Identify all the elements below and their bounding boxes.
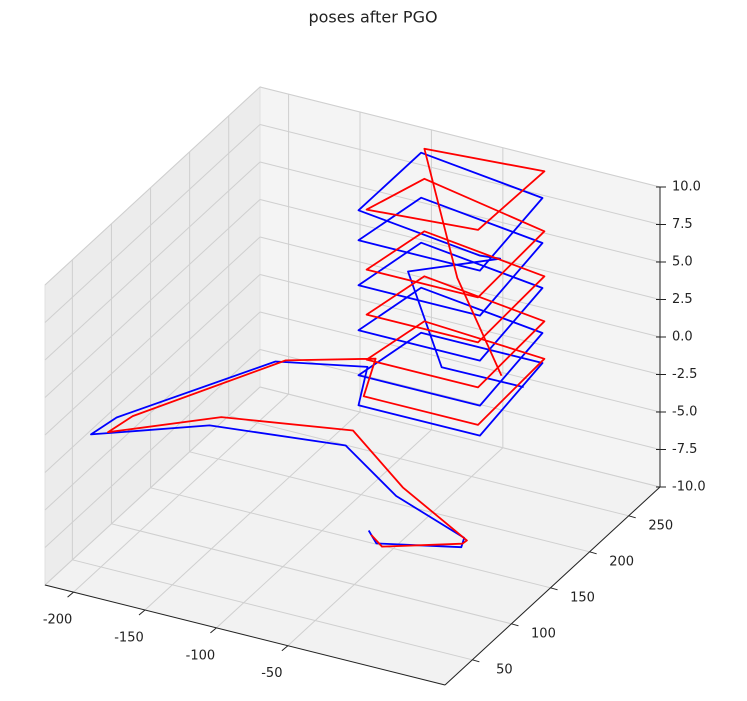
grid-line — [44, 199, 261, 398]
grid-line — [259, 86, 661, 188]
grid-line — [44, 124, 261, 323]
z-tick-label: -7.5 — [672, 442, 697, 457]
grid-line — [259, 386, 661, 488]
z-tick-label: 2.5 — [672, 292, 693, 307]
grid-line — [259, 311, 661, 413]
grid-line — [216, 429, 432, 629]
tick-mark — [472, 659, 480, 663]
grid-line — [150, 487, 551, 589]
y-tick-label: 50 — [496, 662, 513, 677]
y-tick-label: 150 — [570, 590, 595, 605]
y-tick-label: 200 — [609, 554, 634, 569]
z-tick-label: 10.0 — [672, 180, 701, 195]
grid-line — [44, 161, 261, 361]
tick-mark — [138, 609, 146, 616]
trajectory-line — [90, 151, 544, 549]
grid-line — [259, 199, 661, 300]
grid-line — [44, 311, 261, 511]
grid-line — [44, 86, 261, 286]
grid-line — [189, 451, 590, 553]
z-tick-label: -10.0 — [672, 480, 706, 495]
axis-line — [444, 486, 661, 686]
z-tick-label: -5.0 — [672, 405, 697, 420]
tick-mark — [210, 627, 217, 634]
tick-mark — [67, 591, 74, 598]
grid-line — [259, 274, 661, 375]
grid-line — [44, 236, 261, 436]
grid-line — [228, 415, 629, 517]
trajectory-line — [107, 147, 546, 548]
grid-line — [44, 274, 261, 473]
chart-title: poses after PGO — [308, 8, 437, 27]
grid-line — [111, 523, 512, 625]
grid-line — [259, 124, 661, 225]
tick-mark — [281, 645, 289, 652]
tick-mark — [628, 515, 636, 519]
grid-line — [44, 386, 261, 586]
tick-mark — [550, 587, 558, 591]
tick-mark — [511, 623, 519, 627]
grid-line — [144, 411, 361, 611]
z-tick-label: 7.5 — [672, 217, 693, 232]
grid-line — [259, 349, 661, 450]
axis-line — [44, 584, 446, 686]
x-tick-label: -200 — [43, 613, 73, 628]
y-tick-label: 100 — [531, 626, 556, 641]
z-tick-label: 5.0 — [672, 255, 693, 270]
grid-line — [73, 393, 289, 593]
x-tick-label: -50 — [261, 666, 282, 681]
y-tick-label: 250 — [648, 518, 673, 533]
grid-line — [259, 236, 661, 338]
z-tick-label: 0.0 — [672, 330, 693, 345]
x-tick-label: -100 — [186, 648, 216, 663]
grid-line — [72, 559, 473, 661]
tick-mark — [589, 551, 597, 555]
z-tick-label: -2.5 — [672, 367, 697, 382]
x-tick-label: -150 — [114, 631, 144, 646]
